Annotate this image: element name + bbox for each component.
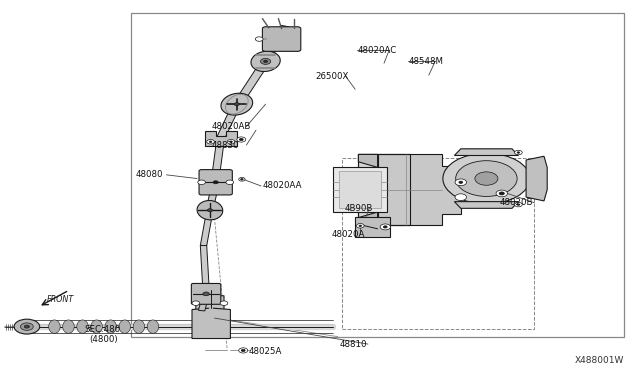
Circle shape: [237, 137, 246, 142]
Circle shape: [20, 323, 33, 330]
Polygon shape: [198, 294, 209, 311]
Circle shape: [192, 301, 200, 305]
Circle shape: [239, 177, 245, 181]
Text: 48080: 48080: [136, 170, 163, 179]
Ellipse shape: [119, 320, 131, 333]
Circle shape: [475, 172, 498, 185]
Circle shape: [209, 141, 212, 142]
Circle shape: [24, 325, 29, 328]
Text: 48810: 48810: [339, 340, 367, 349]
Polygon shape: [454, 202, 518, 208]
Text: 48020B: 48020B: [499, 198, 532, 207]
Circle shape: [515, 150, 522, 155]
Text: (4800): (4800): [90, 335, 118, 344]
Circle shape: [456, 161, 517, 196]
Ellipse shape: [63, 320, 74, 333]
Polygon shape: [207, 182, 219, 209]
Text: 48025A: 48025A: [248, 347, 282, 356]
Circle shape: [241, 179, 243, 180]
Polygon shape: [212, 138, 225, 171]
Text: 48020AC: 48020AC: [357, 46, 396, 55]
Ellipse shape: [105, 320, 116, 333]
Circle shape: [226, 180, 234, 185]
Circle shape: [380, 224, 390, 230]
Circle shape: [260, 58, 271, 64]
Circle shape: [241, 349, 245, 352]
Bar: [342, 158, 534, 329]
FancyBboxPatch shape: [199, 170, 232, 195]
Polygon shape: [454, 149, 518, 155]
Ellipse shape: [197, 201, 223, 220]
Text: 48020A: 48020A: [332, 230, 365, 239]
Polygon shape: [355, 217, 390, 237]
Circle shape: [359, 225, 362, 227]
Ellipse shape: [251, 51, 280, 71]
Circle shape: [264, 60, 268, 62]
FancyBboxPatch shape: [262, 27, 301, 51]
Circle shape: [207, 140, 214, 144]
Circle shape: [255, 37, 263, 41]
FancyBboxPatch shape: [191, 283, 221, 304]
Circle shape: [198, 180, 205, 185]
Polygon shape: [358, 154, 410, 225]
Text: 48830: 48830: [211, 141, 239, 150]
Bar: [131, 13, 624, 337]
Circle shape: [213, 181, 218, 184]
Circle shape: [234, 103, 239, 106]
Text: SEC.480: SEC.480: [84, 325, 120, 334]
Circle shape: [14, 319, 40, 334]
Circle shape: [499, 192, 504, 195]
Bar: [333, 167, 387, 212]
Text: 48020AA: 48020AA: [262, 182, 302, 190]
Circle shape: [459, 181, 463, 183]
Polygon shape: [378, 154, 461, 225]
Bar: [339, 171, 381, 208]
Polygon shape: [205, 131, 237, 146]
Circle shape: [239, 348, 248, 353]
Polygon shape: [262, 25, 289, 62]
Polygon shape: [192, 308, 230, 339]
Text: 48020AB: 48020AB: [211, 122, 251, 131]
Circle shape: [517, 152, 520, 153]
Circle shape: [230, 141, 232, 142]
Circle shape: [443, 153, 530, 204]
Circle shape: [227, 140, 235, 144]
Text: X488001W: X488001W: [575, 356, 624, 365]
Circle shape: [356, 224, 364, 228]
Text: 4B90B: 4B90B: [344, 204, 372, 213]
Ellipse shape: [49, 320, 60, 333]
Polygon shape: [200, 210, 213, 246]
Ellipse shape: [91, 320, 102, 333]
Polygon shape: [196, 296, 224, 336]
Circle shape: [517, 204, 520, 205]
Circle shape: [455, 179, 467, 186]
Ellipse shape: [77, 320, 88, 333]
Polygon shape: [358, 154, 378, 167]
Ellipse shape: [133, 320, 145, 333]
Ellipse shape: [147, 320, 159, 333]
Text: FRONT: FRONT: [47, 295, 74, 304]
Circle shape: [207, 209, 212, 212]
Text: 26500X: 26500X: [315, 72, 348, 81]
Polygon shape: [200, 246, 209, 290]
Polygon shape: [236, 61, 270, 101]
Polygon shape: [217, 103, 241, 138]
Polygon shape: [526, 156, 547, 201]
Polygon shape: [358, 212, 378, 225]
Circle shape: [239, 138, 243, 141]
Circle shape: [220, 301, 228, 305]
Ellipse shape: [221, 93, 253, 115]
Circle shape: [383, 226, 387, 228]
Text: 48548M: 48548M: [408, 57, 444, 66]
Circle shape: [203, 292, 209, 296]
Circle shape: [496, 190, 508, 197]
Circle shape: [515, 202, 522, 207]
Circle shape: [455, 194, 467, 201]
